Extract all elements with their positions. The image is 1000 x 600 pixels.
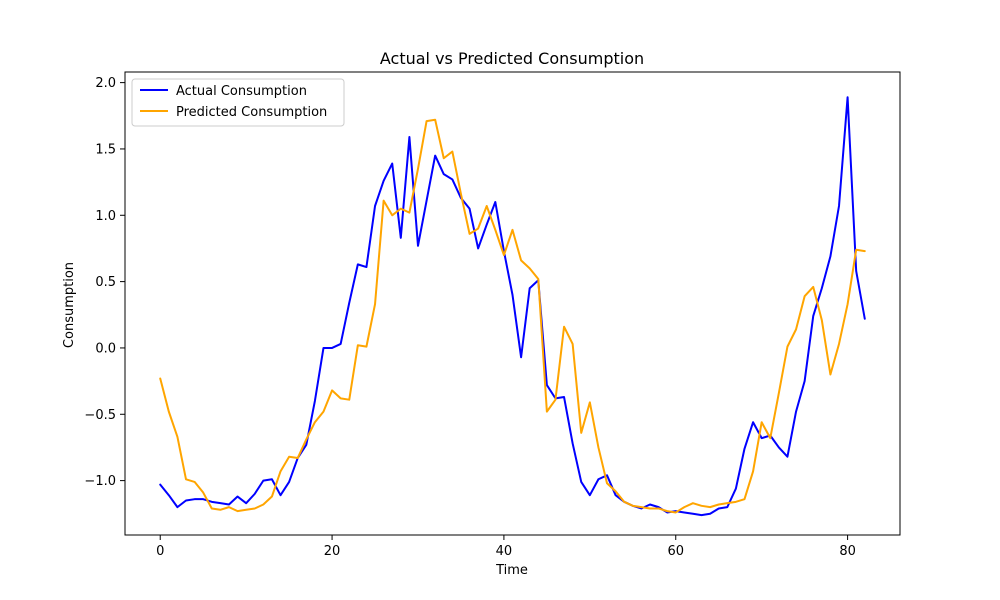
y-tick-label: 0.5 — [95, 275, 116, 290]
x-tick-label: 0 — [156, 544, 164, 559]
y-axis: −1.0 −0.5 0.0 0.5 1.0 1.5 2.0 — [84, 76, 125, 489]
x-tick-label: 20 — [324, 544, 341, 559]
x-axis-label: Time — [495, 563, 528, 578]
x-tick-label: 80 — [839, 544, 856, 559]
x-tick-label: 60 — [667, 544, 684, 559]
y-tick-label: −0.5 — [84, 408, 116, 423]
y-axis-label: Consumption — [62, 262, 77, 348]
plot-frame — [124, 71, 901, 536]
x-tick-label: 40 — [496, 544, 513, 559]
legend-box — [131, 78, 345, 127]
legend: Actual Consumption Predicted Consumption — [131, 78, 345, 127]
y-tick-label: 2.0 — [95, 76, 116, 91]
y-tick-label: 0.0 — [95, 341, 116, 356]
x-axis: 0 20 40 60 80 — [156, 535, 856, 559]
plot-area — [125, 72, 900, 535]
y-tick-label: −1.0 — [84, 474, 116, 489]
legend-label-actual: Actual Consumption — [176, 84, 307, 99]
series-layer — [159, 96, 866, 517]
series-line-predicted — [159, 118, 866, 514]
series-line-actual — [159, 96, 866, 517]
legend-label-predicted: Predicted Consumption — [176, 105, 327, 120]
chart-title: Actual vs Predicted Consumption — [380, 49, 644, 68]
y-tick-label: 1.5 — [95, 142, 116, 157]
y-tick-label: 1.0 — [95, 209, 116, 224]
